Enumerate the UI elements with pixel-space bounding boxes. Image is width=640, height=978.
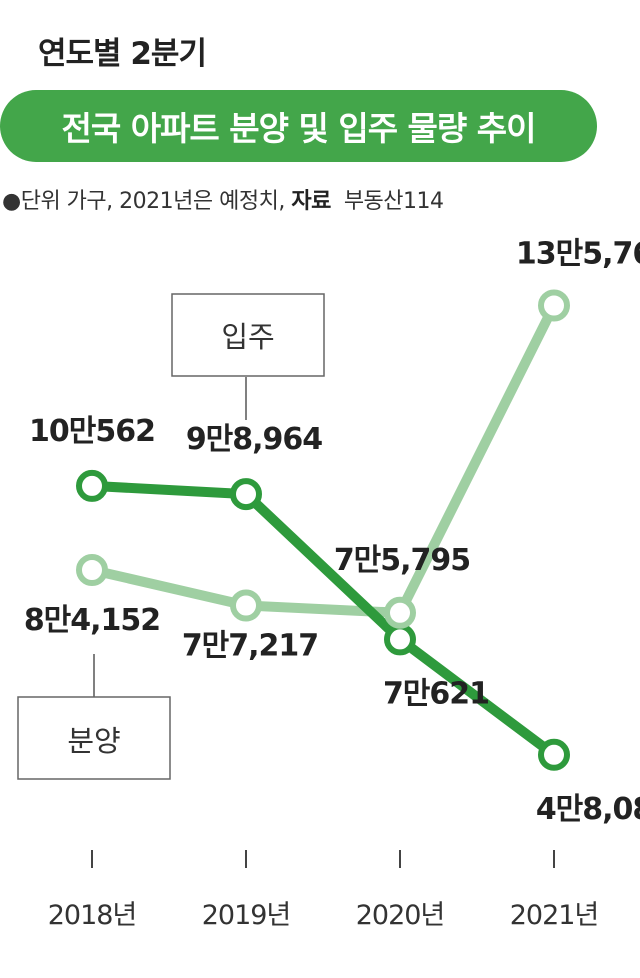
- data-label-bunyang: 7만5,795: [334, 543, 470, 578]
- source-label: 자료: [291, 189, 331, 214]
- legend-box-bunyang: [17, 696, 171, 780]
- data-point-bunyang: [384, 596, 416, 629]
- data-label-bunyang: 7만7,217: [182, 629, 318, 664]
- x-tick-label: 2020년: [356, 900, 445, 931]
- source-name: 부동산114: [343, 189, 444, 214]
- chart-title: 전국 아파트 분양 및 입주 물량 추이: [61, 109, 537, 148]
- data-point-ipju: [230, 478, 262, 511]
- legend-label-ipju: 입주: [221, 320, 274, 354]
- data-point-ipju: [76, 469, 108, 502]
- x-tick-label: 2021년: [510, 900, 599, 931]
- x-tick-label: 2019년: [202, 900, 291, 931]
- data-label-ipju: 7만621: [383, 676, 489, 711]
- legend-box-ipju: [171, 293, 325, 377]
- series-line-ipju: [87, 480, 559, 760]
- data-label-ipju: 9만8,964: [186, 422, 322, 457]
- data-point-bunyang: [76, 554, 108, 586]
- data-point-bunyang: [230, 589, 262, 622]
- unit-source-note: ●단위 가구, 2021년은 예정치, 자료 부동산114: [2, 183, 444, 215]
- title-banner: 전국 아파트 분양 및 입주 물량 추이: [0, 90, 597, 162]
- data-point-bunyang: [538, 289, 570, 322]
- data-label-bunyang: 13만5,760: [516, 237, 640, 272]
- data-label-bunyang: 8만4,152: [24, 603, 160, 638]
- series-line-bunyang: [87, 300, 559, 618]
- data-point-ipju: [538, 738, 570, 771]
- data-label-ipju: 4만8,089: [536, 792, 640, 827]
- x-tick-label: 2018년: [48, 900, 137, 931]
- data-label-ipju: 10만562: [29, 414, 155, 449]
- bullet-icon: ●: [2, 189, 21, 214]
- data-point-ipju: [384, 623, 416, 656]
- unit-note: 단위 가구, 2021년은 예정치,: [20, 189, 286, 214]
- chart-subtitle: 연도별 2분기: [38, 36, 207, 72]
- legend-label-bunyang: 분양: [67, 724, 120, 758]
